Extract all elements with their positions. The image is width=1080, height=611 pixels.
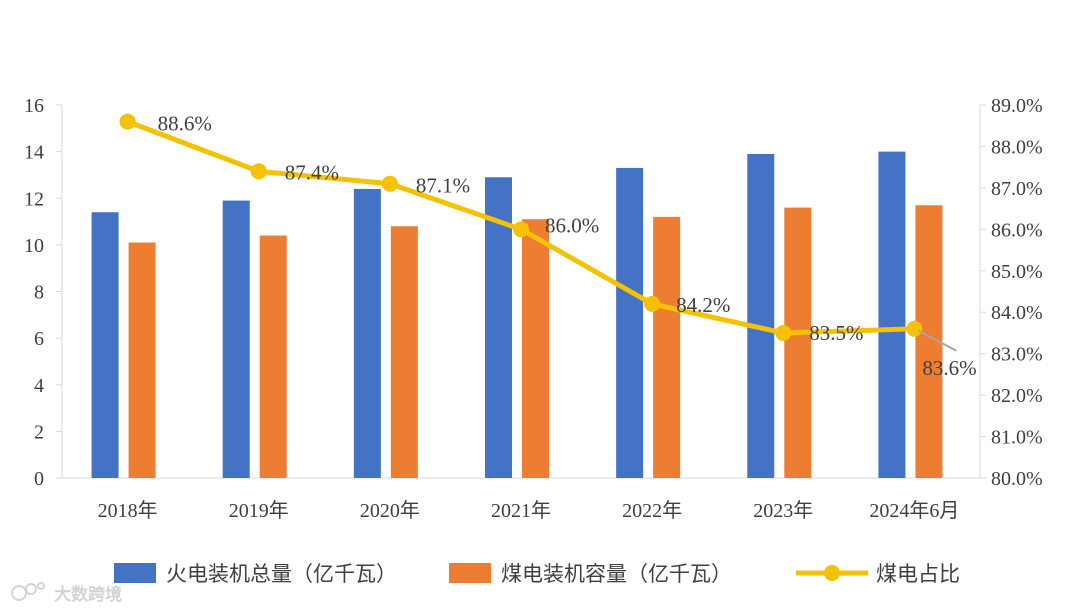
share-point <box>644 295 661 312</box>
share-point <box>906 320 923 337</box>
logo-icon <box>11 582 45 601</box>
category-label: 2020年 <box>360 499 420 522</box>
data-label-share: 86.0% <box>545 213 599 237</box>
left-tick-label: 10 <box>24 235 44 257</box>
share-point <box>381 175 398 192</box>
legend-label-share: 煤电占比 <box>876 562 960 586</box>
right-tick-label: 80.0% <box>991 468 1043 490</box>
bar-coal-capacity <box>128 242 156 478</box>
right-tick-label: 81.0% <box>991 427 1043 449</box>
bar-thermal-total <box>91 212 119 479</box>
bars-thermal-total <box>91 151 906 479</box>
bar-coal-capacity <box>522 219 549 478</box>
bar-thermal-total <box>485 177 512 479</box>
category-label: 2021年 <box>491 499 551 522</box>
data-label-share: 88.6% <box>158 112 212 136</box>
category-labels: 2018年 2019年 2020年 2021年 2022年 2023年 2024年6月 <box>98 499 960 522</box>
share-point <box>250 163 267 180</box>
bar-coal-capacity <box>784 207 812 478</box>
left-tick-label: 4 <box>34 375 44 397</box>
left-tick-label: 12 <box>24 188 44 210</box>
data-label-share: 84.2% <box>676 293 730 317</box>
legend-label-thermal: 火电装机总量（亿千瓦） <box>166 562 397 586</box>
left-tick-label: 2 <box>34 421 44 443</box>
category-label: 2024年6月 <box>869 499 959 522</box>
right-tick-label: 82.0% <box>991 385 1043 407</box>
category-label: 2018年 <box>98 499 158 522</box>
legend: 火电装机总量（亿千瓦） 煤电装机容量（亿千瓦） 煤电占比 <box>114 562 960 586</box>
legend-swatch-thermal <box>114 563 156 583</box>
right-tick-label: 85.0% <box>991 261 1043 283</box>
data-label-share: 83.6% <box>922 356 976 380</box>
category-label: 2019年 <box>229 499 289 522</box>
legend-label-coal: 煤电装机容量（亿千瓦） <box>501 562 732 586</box>
bar-thermal-total <box>878 151 906 478</box>
watermark: 大数跨境 <box>11 582 122 605</box>
right-tick-label: 83.0% <box>991 344 1043 366</box>
right-tick-label: 87.0% <box>991 178 1043 200</box>
share-point <box>775 324 792 341</box>
data-label-share: 87.1% <box>416 174 470 198</box>
axes <box>56 104 986 479</box>
share-point <box>513 221 529 238</box>
share-point <box>119 113 136 130</box>
left-tick-label: 0 <box>34 468 44 490</box>
category-label: 2022年 <box>622 499 682 522</box>
left-tick-label: 6 <box>34 328 44 350</box>
right-tick-label: 88.0% <box>991 136 1043 158</box>
right-tick-label: 84.0% <box>991 302 1043 324</box>
data-label-share: 83.5% <box>809 321 863 345</box>
left-tick-label: 8 <box>34 282 44 304</box>
legend-swatch-coal <box>449 563 491 583</box>
bar-thermal-total <box>616 167 644 478</box>
watermark-text: 大数跨境 <box>54 584 122 605</box>
right-tick-label: 86.0% <box>991 219 1043 241</box>
bar-thermal-total <box>353 188 381 479</box>
bar-coal-capacity <box>653 216 681 478</box>
bar-coal-capacity <box>259 235 287 478</box>
data-labels: 88.6% 87.4% 87.1% 86.0% 84.2% 83.5% 83.6% <box>158 112 977 380</box>
data-label-leader <box>917 329 957 352</box>
bars-coal-capacity <box>128 205 943 478</box>
left-tick-label: 16 <box>24 95 44 117</box>
bar-thermal-total <box>222 200 250 479</box>
left-tick-label: 14 <box>24 142 44 164</box>
bar-coal-capacity <box>390 226 418 478</box>
coal-share-line <box>119 113 923 341</box>
bar-thermal-total <box>747 153 775 479</box>
legend-marker-share <box>824 565 840 581</box>
right-tick-label: 89.0% <box>991 95 1043 117</box>
left-axis-ticks: 0 2 4 6 8 10 12 14 16 <box>24 95 44 490</box>
right-axis-ticks: 80.0% 81.0% 82.0% 83.0% 84.0% 85.0% 86.0% 87.0%… <box>991 95 1043 490</box>
data-label-share: 87.4% <box>285 160 339 184</box>
category-label: 2023年 <box>753 499 813 522</box>
